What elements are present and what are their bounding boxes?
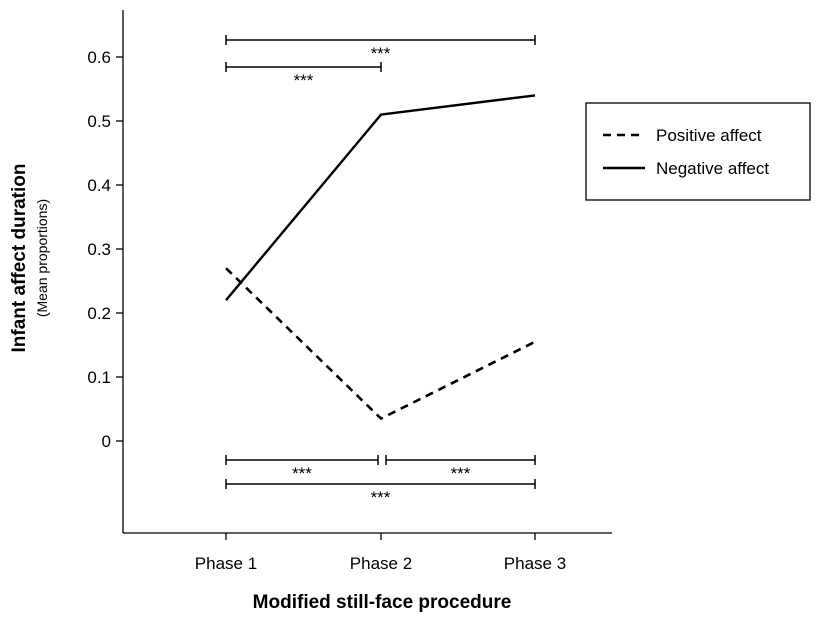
y-axis: 0 0.1 0.2 0.3 0.4 0.5 0.6 <box>87 10 124 533</box>
y-axis-subtitle: (Mean proportions) <box>34 199 50 317</box>
legend-label: Negative affect <box>656 159 769 178</box>
y-tick-label: 0.5 <box>87 112 111 131</box>
significance-label: *** <box>371 488 391 507</box>
y-tick-label: 0.2 <box>87 304 111 323</box>
legend: Positive affect Negative affect <box>585 102 811 201</box>
bracket-top-2: *** <box>225 62 382 90</box>
legend-box <box>585 102 811 201</box>
series-line-negative-affect <box>225 94 536 301</box>
y-tick-label: 0.4 <box>87 176 111 195</box>
bracket-bottom-1: *** <box>225 455 379 483</box>
y-tick-label: 0.6 <box>87 48 111 67</box>
x-tick-label: Phase 2 <box>350 554 412 573</box>
y-tick-label: 0 <box>102 432 111 451</box>
bracket-bottom-2: *** <box>385 455 536 483</box>
significance-label: *** <box>451 464 471 483</box>
series-line-positive-affect <box>225 267 536 421</box>
x-tick-label: Phase 1 <box>195 554 257 573</box>
bracket-top-1: *** <box>225 35 536 63</box>
x-axis: Phase 1 Phase 2 Phase 3 <box>123 532 612 573</box>
bracket-bottom-3: *** <box>225 479 536 507</box>
legend-label: Positive affect <box>656 126 762 145</box>
y-axis-title: Infant affect duration <box>9 164 30 353</box>
y-tick-label: 0.1 <box>87 368 111 387</box>
significance-label: *** <box>292 464 312 483</box>
series-lines <box>225 94 536 421</box>
significance-brackets: *** *** *** *** *** <box>225 35 536 507</box>
x-axis-title: Modified still-face procedure <box>253 592 512 613</box>
y-tick-label: 0.3 <box>87 240 111 259</box>
significance-label: *** <box>294 71 314 90</box>
x-tick-label: Phase 3 <box>504 554 566 573</box>
significance-label: *** <box>371 44 391 63</box>
